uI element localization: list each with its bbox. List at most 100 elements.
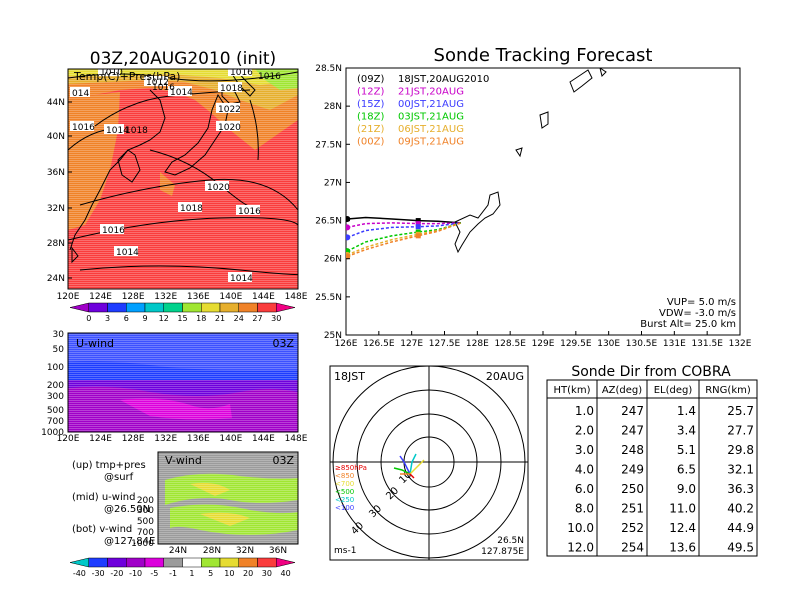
- track-start-point: [346, 224, 351, 231]
- polar-lat: 26.5N: [497, 536, 524, 546]
- uwind-y-label: 1000: [41, 428, 64, 438]
- track-series: [346, 216, 462, 260]
- vwind-y-label: 700: [137, 528, 154, 538]
- uwind-time: 03Z: [272, 337, 294, 350]
- track-y-label: 25.5N: [315, 293, 342, 303]
- uwind-y-label: 700: [47, 417, 64, 427]
- polar-unit: ms-1: [334, 546, 356, 556]
- temperature-field: 1010 1012 1014 1016 1018 1016 1014 1022 …: [68, 68, 298, 289]
- table-cell: 29.8: [727, 443, 754, 457]
- track-start-point: [346, 216, 351, 223]
- table-cell: 4.0: [575, 463, 594, 477]
- temperature-colorbar: 0 3 6 9 12 15 18 21 24 27 30: [69, 302, 296, 323]
- polar-hodograph: [393, 453, 425, 479]
- table-cell: 13.6: [669, 541, 696, 555]
- track-info-line: VDW= -3.0 m/s: [659, 308, 736, 319]
- table-cell: 49.5: [727, 541, 754, 555]
- vwind-time: 03Z: [272, 454, 294, 467]
- svg-text:1016: 1016: [230, 68, 253, 78]
- colorbar-label: 30: [271, 314, 281, 323]
- track-x-label: 130.5E: [626, 339, 658, 349]
- vwind-colorbar-swatch: [182, 557, 202, 568]
- uwind-y-label: 100: [47, 363, 64, 373]
- track-legend-time: 21JST,20AUG: [398, 87, 464, 98]
- uwind-x-label: 140E: [219, 434, 242, 444]
- vwind-colorbar-label: -10: [129, 569, 142, 578]
- vwind-colorbar-label: -30: [92, 569, 105, 578]
- uwind-x-label: 120E: [57, 434, 80, 444]
- table-cell: 40.2: [727, 502, 754, 516]
- table-cell: 254: [621, 541, 644, 555]
- svg-text:1022: 1022: [218, 105, 241, 115]
- table-cell: 8.0: [575, 502, 594, 516]
- isobar-labels: 1010 1012 1014 1016 1018 1016 1014 1022 …: [70, 68, 281, 284]
- table-cell: 249: [621, 463, 644, 477]
- note-mid-line2: @26.50N: [104, 504, 150, 515]
- svg-text:1018: 1018: [125, 126, 148, 136]
- track-legend-code: (00Z): [357, 137, 384, 148]
- colorbar-swatch: [69, 302, 89, 313]
- table-header: AZ(deg): [602, 385, 642, 396]
- colorbar-swatch: [126, 302, 146, 313]
- vwind-colorbar: -40 -30 -20 -10 -5 -1 1 5 10 20 30 40: [69, 557, 296, 578]
- svg-text:014: 014: [72, 89, 89, 99]
- vwind-y-label: 1000: [131, 539, 154, 549]
- track-line: [346, 222, 462, 252]
- svg-text:1016: 1016: [102, 226, 125, 236]
- table-cell: 36.3: [727, 482, 754, 496]
- track-y-label: 28N: [324, 102, 342, 112]
- table-header: EL(deg): [654, 385, 693, 396]
- track-y-label: 25N: [324, 331, 342, 341]
- table-cell: 12.0: [567, 541, 594, 555]
- track-info-line: VUP= 5.0 m/s: [667, 297, 736, 308]
- svg-text:1020: 1020: [207, 183, 230, 193]
- track-line: [347, 216, 461, 224]
- track-line: [347, 222, 461, 229]
- colorbar-swatch: [238, 302, 258, 313]
- note-mid-line1: (mid) u-wind: [72, 492, 135, 503]
- map-lon-label: 124E: [89, 292, 112, 302]
- polar-level-label: <700: [335, 480, 354, 488]
- uwind-x-label: 124E: [89, 434, 112, 444]
- map-lon-label: 120E: [57, 292, 80, 302]
- colorbar-label: 24: [234, 314, 244, 323]
- svg-text:1014: 1014: [170, 88, 193, 98]
- note-bot-line2: @127.84E: [104, 536, 155, 547]
- map-lat-label: 32N: [47, 204, 65, 214]
- vwind-colorbar-label: -40: [73, 569, 86, 578]
- track-legend-code: (21Z): [357, 124, 384, 135]
- colorbar-swatch: [88, 302, 108, 313]
- table-header: RNG(km): [705, 385, 751, 396]
- map-lon-label: 148E: [285, 292, 308, 302]
- note-up-line1: (up) tmp+pres: [72, 460, 146, 471]
- colorbar-label: 15: [177, 314, 187, 323]
- svg-text:1014: 1014: [116, 248, 139, 258]
- track-x-label: 126.5E: [363, 339, 395, 349]
- track-y-label: 28.5N: [315, 64, 342, 74]
- vwind-colorbar-label: 10: [224, 569, 234, 578]
- polar-level-label: <850: [335, 472, 354, 480]
- uwind-x-label: 132E: [154, 434, 177, 444]
- vwind-colorbar-swatch: [238, 557, 258, 568]
- colorbar-swatch: [201, 302, 221, 313]
- table-cell: 44.9: [727, 521, 754, 535]
- uwind-y-label: 50: [53, 345, 65, 355]
- map-lat-label: 44N: [47, 98, 65, 108]
- polar-level-label: ≥850hPa: [335, 464, 367, 472]
- vwind-colorbar-swatch: [107, 557, 127, 568]
- track-legend-time: 09JST,21AUG: [398, 137, 464, 148]
- vwind-colorbar-swatch: [163, 557, 183, 568]
- svg-text:1010: 1010: [100, 68, 123, 78]
- table-cell: 9.0: [677, 482, 696, 496]
- map-lon-label: 140E: [219, 292, 242, 302]
- table-cell: 10.0: [567, 521, 594, 535]
- track-y-label: 27N: [324, 178, 342, 188]
- track-start-point: [346, 253, 351, 260]
- colorbar-swatch: [163, 302, 183, 313]
- vwind-colorbar-swatch: [276, 557, 296, 568]
- colorbar-label: 27: [252, 314, 262, 323]
- colorbar-swatch: [257, 302, 277, 313]
- colorbar-swatch: [182, 302, 202, 313]
